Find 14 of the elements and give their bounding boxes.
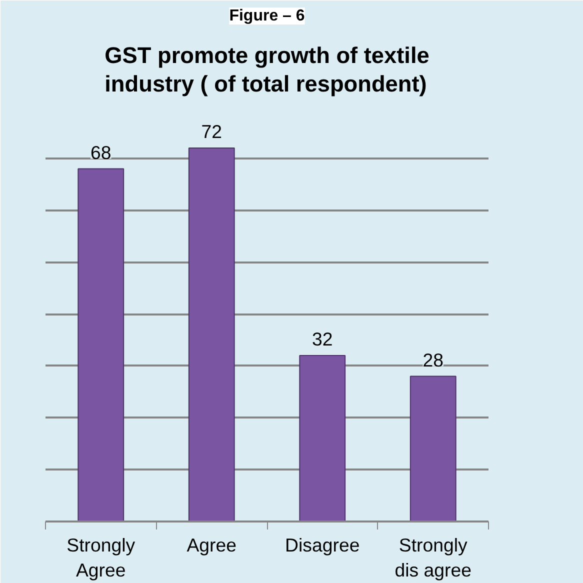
x-tick-label: Agree bbox=[186, 534, 237, 556]
text: Figure – 6 bbox=[229, 8, 305, 24]
data-label: 28 bbox=[422, 349, 444, 370]
x-tick-label: Strongly Agree bbox=[66, 534, 136, 581]
bar bbox=[299, 355, 346, 522]
bar bbox=[78, 168, 124, 522]
data-label: 72 bbox=[201, 121, 222, 142]
x-tick-label: Disagree bbox=[285, 534, 360, 556]
bar bbox=[410, 376, 456, 522]
data-label: 32 bbox=[312, 328, 333, 350]
data-label: 68 bbox=[90, 142, 112, 163]
bar bbox=[188, 148, 235, 522]
chart-title: GST promote growth of textile industry ( of total respondent) bbox=[104, 42, 430, 96]
x-tick-label: Strongly dis agree bbox=[394, 534, 472, 581]
